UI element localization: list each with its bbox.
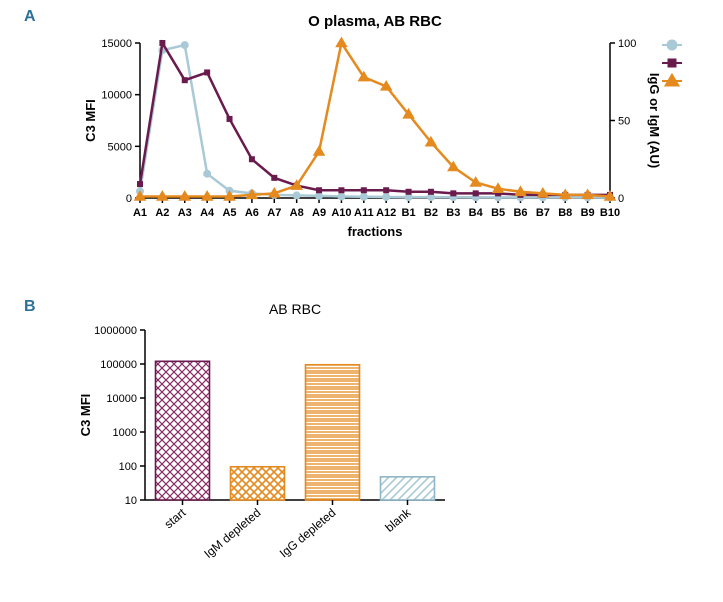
x-tick-label: A3 [178,207,192,219]
x-tick-label: A9 [312,207,326,219]
panel-b-title: AB RBC [269,301,321,317]
x-tick-label: start [162,505,189,531]
y-left-label: C3 MFI [83,99,98,142]
x-tick-label: A2 [155,207,169,219]
panel-a-label: A [24,8,36,26]
bar-start [156,361,210,500]
x-tick-label: A4 [200,207,215,219]
y-right-tick-label: 100 [618,38,636,50]
x-tick-label: B3 [446,207,460,219]
x-tick-label: B4 [469,207,484,219]
y-axis-label: C3 MFI [78,394,93,437]
y-tick-label: 100000 [100,359,137,371]
y-left-tick-label: 10000 [101,90,132,102]
y-tick-label: 100 [119,461,137,473]
x-tick-label: B7 [536,207,550,219]
y-left-tick-label: 0 [126,193,132,205]
x-tick-label: B8 [558,207,572,219]
x-tick-label: blank [382,505,414,535]
y-right-label: IgG or IgM (AU) [647,73,662,168]
panel-a-title: O plasma, AB RBC [308,13,442,30]
x-tick-label: B5 [491,207,505,219]
figure: A O plasma, AB RBC 0 5000 10000 15000 C3 MFI 0… [0,0,723,602]
x-tick-label: A6 [245,207,259,219]
x-tick-label: A12 [376,207,396,219]
panel-b-label: B [24,298,36,316]
y-tick-label: 1000000 [94,325,137,337]
x-axis-label: fractions [348,224,403,239]
bar-blank [381,477,435,500]
x-tick-label: B10 [600,207,620,219]
x-tick-label: A8 [290,207,304,219]
panel-a-chart: O plasma, AB RBC 0 5000 10000 15000 C3 MFI 0 50… [80,8,690,268]
x-tick-label: IgM depleted [201,506,263,561]
y-tick-label: 1000 [113,427,137,439]
bar-IgM-depleted [231,467,285,500]
x-tick-label: IgG depleted [277,506,339,561]
y-tick-label: 10000 [106,393,137,405]
x-tick-label: B1 [402,207,416,219]
x-tick-label: A1 [133,207,147,219]
y-left-tick-label: 5000 [108,141,132,153]
y-right-tick-label: 50 [618,116,630,128]
y-tick-label: 10 [125,495,137,507]
bar-IgG-depleted [306,365,360,500]
x-tick-label: A11 [354,207,374,219]
x-tick-label: B2 [424,207,438,219]
x-tick-label: A5 [222,207,236,219]
y-right-tick-label: 0 [618,193,624,205]
x-tick-label: B9 [581,207,595,219]
x-tick-label: A7 [267,207,281,219]
x-tick-label: A10 [331,207,351,219]
panel-b-chart: AB RBC 10 100 1000 10000 100000 1000000 C3 MFI s… [70,300,550,580]
x-tick-label: B6 [513,207,527,219]
y-left-tick-label: 15000 [101,38,132,50]
